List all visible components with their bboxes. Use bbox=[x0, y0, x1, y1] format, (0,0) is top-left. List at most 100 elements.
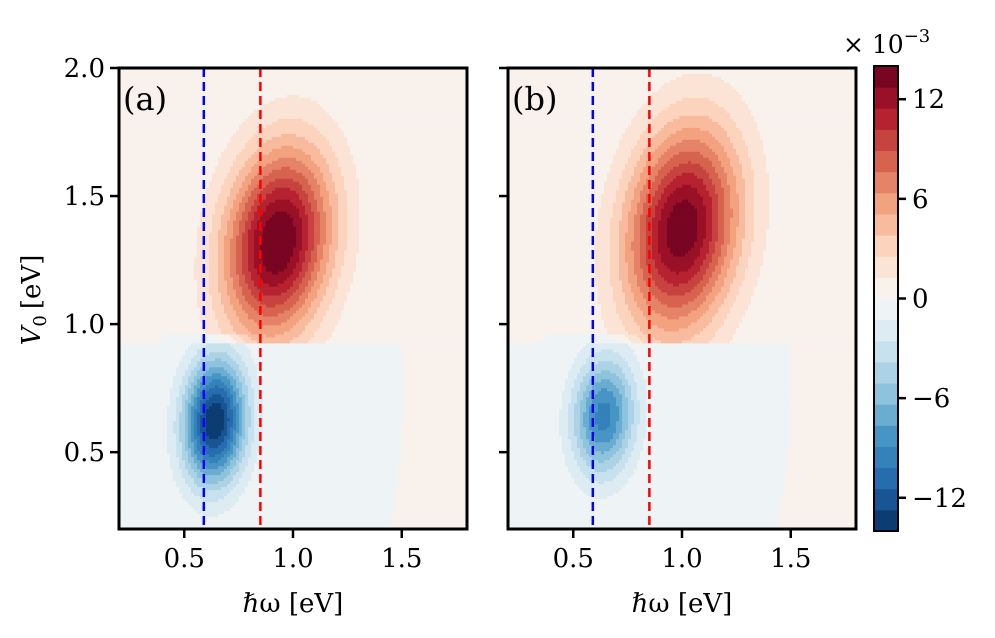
heatmap-cell bbox=[260, 76, 264, 81]
heatmap-cell bbox=[299, 91, 303, 96]
heatmap-cell bbox=[389, 103, 393, 108]
heatmap-cell bbox=[251, 82, 255, 87]
heatmap-cell bbox=[131, 88, 135, 93]
heatmap-cell bbox=[350, 79, 354, 84]
heatmap-cell bbox=[233, 97, 237, 102]
heatmap-cell bbox=[335, 97, 339, 102]
heatmap-cell bbox=[134, 88, 138, 93]
heatmap-cell bbox=[440, 73, 444, 78]
heatmap-cell bbox=[299, 88, 303, 93]
heatmap-cell bbox=[263, 82, 267, 87]
heatmap-cell bbox=[302, 76, 306, 81]
heatmap-cell bbox=[437, 85, 441, 90]
heatmap-cell bbox=[296, 103, 300, 108]
heatmap-cell bbox=[131, 106, 135, 111]
heatmap-cell bbox=[137, 70, 141, 75]
heatmap-cell bbox=[443, 76, 447, 81]
heatmap-cell bbox=[311, 73, 315, 78]
heatmap-cell bbox=[182, 85, 186, 90]
heatmap-cell bbox=[242, 97, 246, 102]
heatmap-cell bbox=[245, 68, 249, 72]
heatmap-cell bbox=[158, 106, 162, 111]
heatmap-cell bbox=[125, 94, 129, 99]
heatmap-cell bbox=[383, 100, 387, 105]
heatmap-cell bbox=[233, 73, 237, 78]
heatmap-cell bbox=[368, 79, 372, 84]
heatmap-cell bbox=[242, 82, 246, 87]
heatmap-cell bbox=[305, 88, 309, 93]
heatmap-cell bbox=[179, 103, 183, 108]
heatmap-cell bbox=[149, 82, 153, 87]
heatmap-cell bbox=[221, 76, 225, 81]
heatmap-cell bbox=[440, 85, 444, 90]
heatmap-cell bbox=[341, 70, 345, 75]
heatmap-cell bbox=[239, 103, 243, 108]
heatmap-cell bbox=[155, 88, 159, 93]
heatmap-cell bbox=[287, 68, 291, 72]
heatmap-cell bbox=[164, 76, 168, 81]
heatmap-cell bbox=[236, 73, 240, 78]
heatmap-cell bbox=[188, 85, 192, 90]
heatmap-cell bbox=[350, 94, 354, 99]
heatmap-cell bbox=[230, 91, 234, 96]
heatmap-cell bbox=[380, 85, 384, 90]
heatmap-cell bbox=[317, 85, 321, 90]
heatmap-cell bbox=[425, 97, 429, 102]
heatmap-cell bbox=[350, 76, 354, 81]
heatmap-cell bbox=[443, 91, 447, 96]
heatmap-cell bbox=[308, 97, 312, 102]
heatmap-cell bbox=[290, 88, 294, 93]
heatmap-cell bbox=[224, 79, 228, 84]
heatmap-cell bbox=[452, 73, 456, 78]
heatmap-cell bbox=[458, 100, 462, 105]
heatmap-cell bbox=[221, 68, 225, 72]
heatmap-cell bbox=[296, 97, 300, 102]
heatmap-cell bbox=[293, 103, 297, 108]
heatmap-cell bbox=[188, 82, 192, 87]
heatmap-cell bbox=[179, 91, 183, 96]
heatmap-cell bbox=[359, 70, 363, 75]
heatmap-cell bbox=[401, 82, 405, 87]
heatmap-cell bbox=[362, 70, 366, 75]
heatmap-cell bbox=[308, 79, 312, 84]
heatmap-cell bbox=[341, 79, 345, 84]
heatmap-cell bbox=[182, 100, 186, 105]
heatmap-cell bbox=[419, 82, 423, 87]
heatmap-cell bbox=[284, 94, 288, 99]
heatmap-cell bbox=[287, 79, 291, 84]
heatmap-cell bbox=[302, 73, 306, 78]
heatmap-cell bbox=[398, 68, 402, 72]
heatmap-cell bbox=[248, 82, 252, 87]
heatmap-cell bbox=[269, 73, 273, 78]
heatmap-cell bbox=[371, 68, 375, 72]
heatmap-cell bbox=[200, 70, 204, 75]
heatmap-cell bbox=[335, 103, 339, 108]
heatmap-cell bbox=[371, 85, 375, 90]
heatmap-cell bbox=[137, 73, 141, 78]
heatmap-cell bbox=[272, 88, 276, 93]
heatmap-cell bbox=[401, 68, 405, 72]
heatmap-cell bbox=[347, 76, 351, 81]
heatmap-cell bbox=[140, 70, 144, 75]
heatmap-cell bbox=[359, 100, 363, 105]
heatmap-cell bbox=[185, 97, 189, 102]
heatmap-cell bbox=[257, 73, 261, 78]
heatmap-cell bbox=[185, 94, 189, 99]
heatmap-cell bbox=[452, 85, 456, 90]
heatmap-cell bbox=[413, 76, 417, 81]
heatmap-cell bbox=[359, 94, 363, 99]
heatmap-cell bbox=[329, 88, 333, 93]
heatmap-cell bbox=[269, 97, 273, 102]
heatmap-cell bbox=[251, 94, 255, 99]
heatmap-cell bbox=[455, 100, 459, 105]
heatmap-cell bbox=[137, 91, 141, 96]
heatmap-cell bbox=[398, 85, 402, 90]
heatmap-cell bbox=[227, 88, 231, 93]
heatmap-cell bbox=[122, 103, 126, 108]
heatmap-cell bbox=[251, 79, 255, 84]
heatmap-cell bbox=[338, 70, 342, 75]
heatmap-cell bbox=[197, 103, 201, 108]
heatmap-cell bbox=[305, 97, 309, 102]
heatmap-cell bbox=[335, 79, 339, 84]
